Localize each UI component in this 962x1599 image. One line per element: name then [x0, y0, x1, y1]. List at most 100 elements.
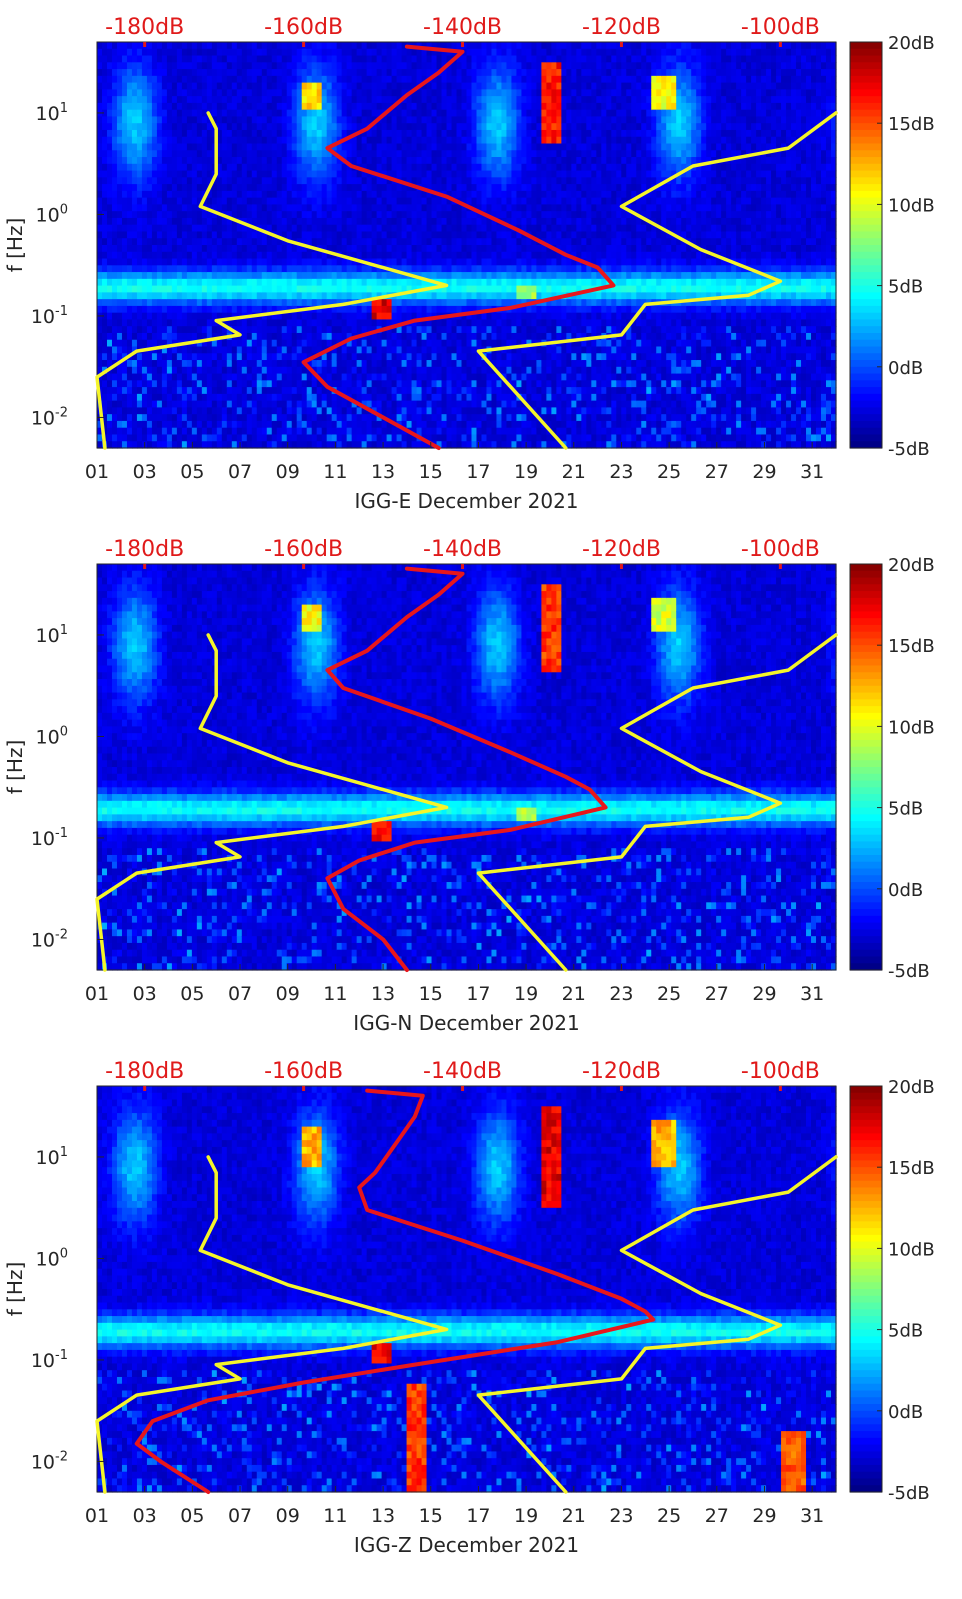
heatmap-cell — [451, 170, 458, 178]
heatmap-cell — [271, 136, 278, 145]
heatmap-cell — [296, 231, 303, 239]
heatmap-cell — [481, 136, 488, 145]
heatmap-cell — [281, 272, 288, 280]
heatmap-cell — [311, 434, 318, 442]
heatmap-cell — [121, 42, 128, 50]
heatmap-cell — [321, 48, 328, 57]
heatmap-cell — [401, 55, 408, 63]
heatmap-cell — [271, 224, 278, 233]
heatmap-cell — [366, 197, 373, 205]
heatmap-cell — [301, 346, 308, 354]
heatmap-cell — [456, 420, 463, 429]
heatmap-cell — [456, 143, 463, 151]
heatmap-cell — [206, 96, 213, 104]
heatmap-cell — [386, 224, 393, 233]
heatmap-cell — [121, 373, 128, 381]
heatmap-cell — [396, 184, 403, 192]
heatmap-cell — [356, 312, 363, 321]
heatmap-cell — [491, 55, 498, 63]
heatmap-cell — [466, 143, 473, 151]
heatmap-cell — [181, 414, 188, 422]
heatmap-cell — [181, 278, 188, 287]
heatmap-cell — [371, 332, 378, 341]
heatmap-cell — [426, 170, 433, 178]
heatmap-cell — [296, 265, 303, 273]
heatmap-cell — [241, 380, 248, 388]
heatmap-cell — [456, 62, 463, 70]
heatmap-cell — [356, 292, 363, 300]
heatmap-cell — [236, 69, 243, 77]
heatmap-cell — [506, 136, 513, 145]
heatmap-cell — [111, 82, 118, 90]
heatmap-cell — [171, 204, 178, 212]
heatmap-cell — [191, 143, 198, 151]
heatmap-cell — [361, 420, 368, 429]
heatmap-cell — [336, 407, 343, 415]
heatmap-cell — [336, 102, 343, 111]
heatmap-cell — [191, 251, 198, 260]
heatmap-cell — [166, 366, 173, 375]
heatmap-cell — [341, 177, 348, 185]
heatmap-cell — [356, 89, 363, 97]
heatmap-cell — [341, 211, 348, 219]
heatmap-cell — [181, 245, 188, 253]
heatmap-cell — [411, 393, 418, 402]
heatmap-cell — [251, 89, 258, 97]
heatmap-cell — [376, 387, 383, 395]
heatmap-cell — [181, 434, 188, 442]
heatmap-cell — [216, 346, 223, 354]
heatmap-cell — [506, 319, 513, 327]
heatmap-cell — [466, 75, 473, 84]
heatmap-cell — [486, 157, 493, 165]
heatmap-cell — [261, 312, 268, 321]
heatmap-cell — [306, 204, 313, 212]
heatmap-cell — [316, 150, 323, 158]
heatmap-cell — [361, 434, 368, 442]
heatmap-cell — [471, 102, 478, 111]
heatmap-cell — [481, 407, 488, 415]
heatmap-cell — [186, 123, 193, 131]
heatmap-cell — [256, 116, 263, 124]
heatmap-cell — [97, 82, 103, 90]
heatmap-cell — [511, 48, 518, 57]
heatmap-cell — [366, 265, 373, 273]
heatmap-cell — [206, 353, 213, 361]
heatmap-cell — [126, 373, 133, 381]
heatmap-cell — [311, 251, 318, 260]
heatmap-cell — [106, 407, 113, 415]
heatmap-cell — [436, 299, 443, 307]
heatmap-cell — [146, 420, 153, 429]
heatmap-cell — [486, 393, 493, 402]
heatmap-cell — [181, 190, 188, 199]
heatmap-cell — [316, 62, 323, 70]
heatmap-cell — [441, 305, 448, 314]
heatmap-cell — [446, 292, 453, 300]
heatmap-cell — [221, 305, 228, 314]
heatmap-cell — [396, 204, 403, 212]
heatmap-cell — [346, 441, 353, 449]
heatmap-cell — [286, 157, 293, 165]
heatmap-cell — [506, 407, 513, 415]
heatmap-cell — [491, 407, 498, 415]
heatmap-cell — [476, 339, 483, 348]
heatmap-cell — [351, 217, 358, 226]
heatmap-cell — [231, 238, 238, 246]
heatmap-cell — [431, 136, 438, 145]
heatmap-cell — [401, 380, 408, 388]
heatmap-cell — [401, 48, 408, 57]
heatmap-cell — [476, 55, 483, 63]
heatmap-cell — [146, 55, 153, 63]
heatmap-cell — [336, 224, 343, 233]
heatmap-cell — [316, 414, 323, 422]
heatmap-cell — [186, 157, 193, 165]
heatmap-cell — [261, 441, 268, 449]
heatmap-cell — [401, 305, 408, 314]
heatmap-cell — [501, 393, 508, 402]
heatmap-cell — [181, 102, 188, 111]
heatmap-cell — [171, 373, 178, 381]
heatmap-cell — [321, 238, 328, 246]
heatmap-cell — [181, 387, 188, 395]
heatmap-cell — [301, 238, 308, 246]
heatmap-cell — [126, 204, 133, 212]
heatmap-cell — [236, 197, 243, 205]
